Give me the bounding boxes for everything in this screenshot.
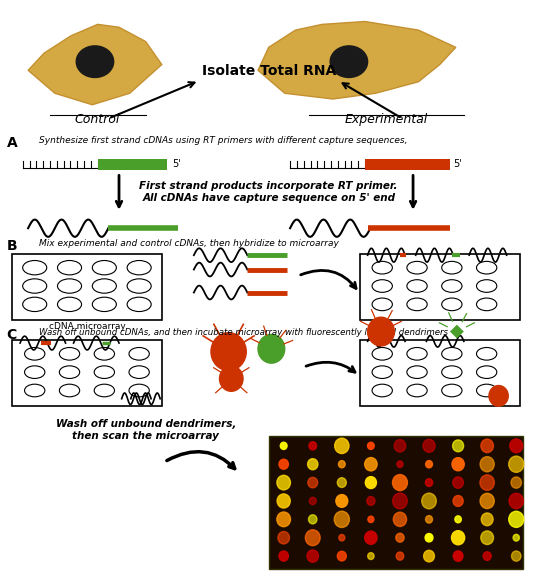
Circle shape (309, 442, 317, 450)
Circle shape (365, 458, 377, 471)
Circle shape (426, 516, 432, 523)
Polygon shape (450, 325, 464, 339)
Ellipse shape (330, 46, 367, 77)
Circle shape (426, 460, 432, 468)
Text: First strand products incorporate RT primer.: First strand products incorporate RT pri… (140, 181, 398, 191)
Circle shape (367, 317, 394, 346)
Circle shape (309, 497, 316, 505)
Text: A: A (7, 136, 18, 151)
Text: Mix experimental and control cDNAs, then hybridize to microarray: Mix experimental and control cDNAs, then… (39, 238, 339, 248)
Circle shape (307, 550, 318, 562)
Circle shape (367, 442, 374, 449)
Circle shape (334, 511, 349, 527)
Circle shape (277, 512, 290, 527)
Circle shape (339, 534, 345, 541)
Circle shape (480, 475, 494, 490)
Circle shape (305, 530, 320, 546)
Circle shape (481, 531, 493, 545)
Circle shape (336, 494, 348, 507)
Circle shape (481, 439, 493, 452)
Circle shape (452, 458, 464, 471)
Circle shape (510, 439, 522, 453)
Circle shape (277, 475, 290, 490)
Circle shape (368, 516, 374, 523)
Circle shape (455, 516, 461, 523)
Circle shape (338, 460, 345, 468)
Circle shape (453, 496, 463, 507)
Circle shape (480, 456, 494, 472)
Text: All cDNAs have capture sequence on 5' end: All cDNAs have capture sequence on 5' en… (142, 193, 395, 203)
Circle shape (481, 513, 493, 526)
Circle shape (425, 479, 433, 486)
Circle shape (424, 550, 434, 562)
Circle shape (396, 533, 404, 542)
Circle shape (453, 551, 463, 561)
Text: Control: Control (75, 113, 120, 126)
Text: Wash off unbound dendrimers,
then scan the microarray: Wash off unbound dendrimers, then scan t… (56, 419, 236, 441)
FancyBboxPatch shape (12, 340, 162, 406)
Circle shape (277, 494, 290, 508)
Circle shape (512, 551, 521, 561)
Circle shape (453, 440, 464, 452)
Text: 5': 5' (173, 159, 181, 170)
Circle shape (365, 531, 377, 544)
Circle shape (393, 493, 408, 509)
FancyBboxPatch shape (12, 254, 162, 320)
Circle shape (393, 512, 406, 526)
Text: Isolate Total RNA: Isolate Total RNA (202, 65, 336, 78)
Circle shape (453, 477, 464, 488)
Polygon shape (28, 24, 162, 105)
Circle shape (483, 552, 491, 560)
Circle shape (422, 493, 436, 509)
Circle shape (396, 552, 404, 560)
Circle shape (367, 497, 375, 505)
Circle shape (423, 439, 435, 452)
Circle shape (397, 461, 403, 467)
Circle shape (211, 333, 246, 370)
Text: Wash off unbound cDNAs, and then incubate microarray with fluorescently labeled : Wash off unbound cDNAs, and then incubat… (39, 328, 448, 336)
Circle shape (368, 553, 374, 560)
Circle shape (513, 534, 519, 541)
Circle shape (393, 474, 408, 490)
Text: cDNA microarray: cDNA microarray (48, 323, 125, 331)
FancyBboxPatch shape (360, 254, 520, 320)
Circle shape (489, 385, 508, 406)
FancyBboxPatch shape (269, 436, 522, 569)
Circle shape (309, 515, 317, 524)
Circle shape (452, 531, 465, 545)
Circle shape (509, 511, 524, 527)
Polygon shape (258, 21, 456, 99)
Text: B: B (7, 238, 18, 253)
Circle shape (279, 459, 288, 469)
Circle shape (219, 366, 243, 391)
Circle shape (425, 534, 433, 542)
Circle shape (337, 478, 346, 488)
Circle shape (308, 477, 318, 488)
FancyBboxPatch shape (365, 159, 450, 170)
Circle shape (258, 335, 285, 363)
Circle shape (337, 551, 346, 561)
Text: Synthesize first strand cDNAs using RT primers with different capture sequences,: Synthesize first strand cDNAs using RT p… (39, 136, 408, 145)
Circle shape (365, 477, 376, 489)
Circle shape (307, 459, 318, 470)
Text: Experimental: Experimental (345, 113, 428, 126)
Circle shape (334, 438, 349, 454)
Circle shape (280, 442, 287, 449)
Circle shape (278, 531, 289, 544)
Text: C: C (7, 328, 17, 342)
Circle shape (394, 440, 406, 452)
Ellipse shape (76, 46, 114, 77)
Circle shape (480, 493, 494, 508)
Circle shape (279, 551, 288, 561)
FancyBboxPatch shape (97, 159, 167, 170)
Circle shape (509, 493, 524, 509)
Circle shape (509, 456, 524, 473)
Circle shape (511, 477, 521, 488)
FancyBboxPatch shape (360, 340, 520, 406)
Text: 5': 5' (453, 159, 462, 170)
